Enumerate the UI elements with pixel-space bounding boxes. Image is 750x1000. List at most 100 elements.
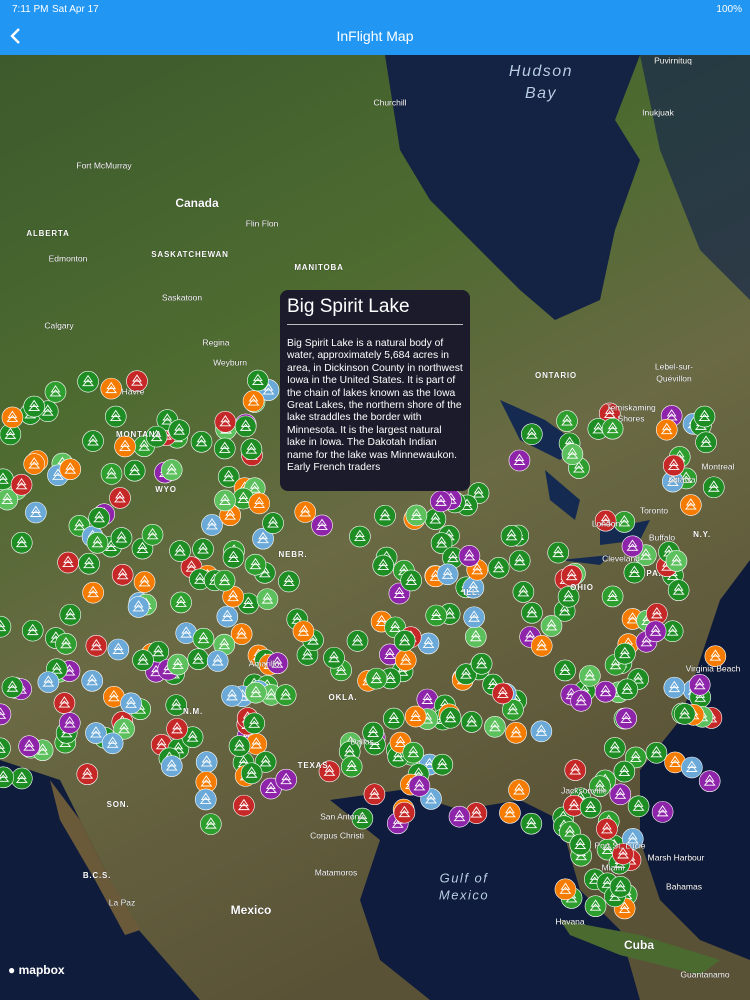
map-marker (0, 737, 11, 760)
map-marker (508, 779, 530, 801)
marker-icon (398, 633, 411, 646)
place-label: ALBERTA (26, 229, 69, 238)
marker-icon (436, 757, 449, 770)
marker-icon (161, 413, 174, 425)
place-label: Flin Flon (246, 218, 279, 228)
marker-icon (650, 745, 663, 758)
map-marker (160, 755, 183, 777)
marker-icon (64, 607, 77, 620)
marker-icon (173, 423, 186, 435)
marker-icon (138, 439, 151, 451)
place-label: Regina (203, 337, 230, 347)
place-label: Bay (525, 85, 557, 102)
marker-icon (626, 832, 639, 844)
marker-icon (15, 771, 28, 783)
place-label: NEBR. (279, 550, 308, 559)
place-label: WYO (155, 485, 177, 494)
place-label: Mexico (439, 887, 489, 902)
map-marker (244, 553, 267, 576)
marker-icon (600, 822, 613, 834)
marker-icon (297, 624, 310, 636)
marker-icon (242, 596, 255, 608)
map-marker (579, 665, 601, 687)
marker-icon (6, 680, 19, 692)
marker-icon (42, 675, 55, 687)
marker-icon (377, 558, 390, 571)
map-marker (201, 514, 223, 536)
marker-icon (617, 847, 629, 859)
marker-icon (559, 882, 572, 894)
marker-icon (670, 554, 683, 566)
marker-icon (82, 374, 95, 387)
place-label: Canada (175, 196, 219, 210)
place-label: N.Y. (693, 530, 711, 539)
map-marker (594, 509, 617, 532)
marker-icon (583, 669, 596, 681)
marker-icon (280, 772, 293, 785)
map-marker (530, 720, 553, 743)
marker-icon (221, 609, 234, 622)
mapbox-logo: ● mapbox (8, 963, 65, 977)
marker-icon (660, 422, 673, 435)
map-marker (240, 762, 263, 785)
map-marker (167, 653, 189, 676)
map-marker (0, 488, 19, 511)
back-button[interactable] (8, 26, 22, 46)
map-marker (245, 681, 267, 704)
place-label: N.M. (183, 707, 203, 716)
marker-icon (248, 716, 261, 728)
marker-icon (138, 575, 151, 587)
info-popup[interactable]: Big Spirit Lake Big Spirit Lake is a nat… (280, 290, 470, 491)
marker-icon (513, 553, 526, 566)
marker-icon (197, 542, 210, 554)
map-marker (530, 635, 553, 657)
place-label: Miami (602, 862, 625, 872)
marker-icon (345, 759, 358, 772)
marker-icon (558, 604, 571, 616)
place-label: ILL. (463, 588, 480, 597)
map-marker (627, 795, 650, 818)
map-marker (663, 676, 686, 699)
place-label: Corpus Christi (310, 830, 364, 840)
map-marker (170, 591, 192, 614)
time: 7:11 PM (12, 4, 49, 15)
map-marker (448, 805, 471, 828)
marker-icon (444, 710, 457, 723)
date: Sat Apr 17 (52, 4, 99, 15)
map-marker (228, 735, 251, 757)
map-marker (614, 642, 636, 665)
marker-icon (152, 644, 165, 657)
map-marker (195, 751, 218, 773)
marker-icon (506, 702, 519, 715)
map-marker (37, 671, 60, 693)
marker-icon (91, 535, 104, 548)
map-marker (214, 411, 237, 433)
marker-icon (264, 781, 277, 793)
marker-icon (394, 735, 407, 748)
marker-icon (375, 614, 388, 627)
marker-icon (405, 573, 418, 585)
map-marker (362, 721, 384, 744)
map-marker (247, 369, 269, 392)
place-label: Shores (618, 413, 645, 423)
marker-icon (563, 825, 576, 837)
map-marker (463, 606, 485, 629)
marker-icon (599, 513, 612, 526)
marker-icon (165, 463, 178, 475)
marker-circle (0, 737, 11, 760)
place-label: Weyburn (213, 357, 247, 367)
map-marker (667, 579, 690, 602)
map-marker (114, 435, 136, 458)
marker-icon (301, 648, 314, 660)
map-marker (23, 395, 45, 418)
marker-icon (150, 429, 163, 442)
marker-icon (601, 842, 614, 855)
map-marker (11, 767, 33, 790)
marker-icon (136, 541, 149, 554)
map-marker (213, 437, 236, 460)
marker-icon (592, 422, 605, 434)
marker-icon (26, 623, 39, 636)
map-marker (465, 802, 488, 824)
